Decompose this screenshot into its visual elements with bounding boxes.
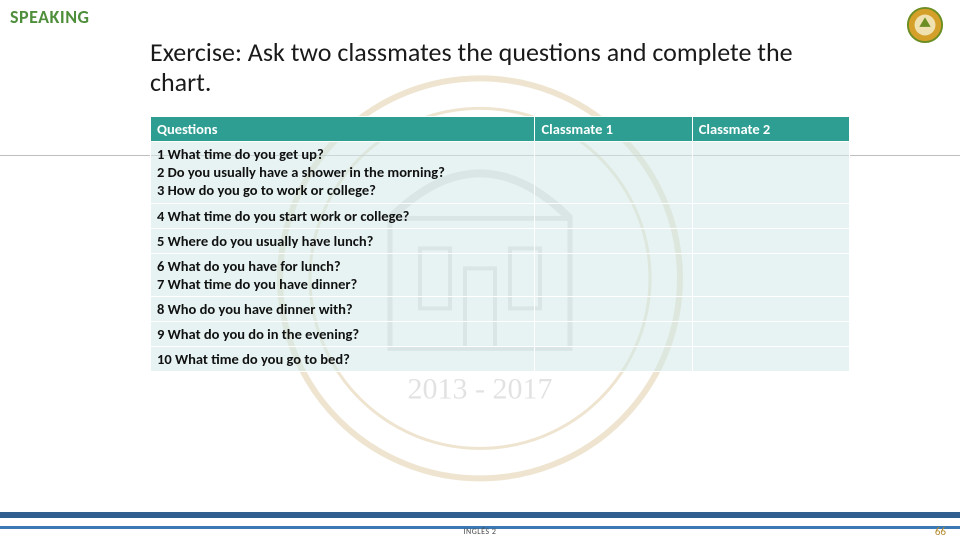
answer-cell[interactable] — [692, 297, 849, 322]
answer-cell[interactable] — [535, 203, 692, 228]
question-cell: 1 What time do you get up?2 Do you usual… — [151, 142, 535, 203]
table-row: 1 What time do you get up?2 Do you usual… — [151, 142, 850, 203]
question-cell: 4 What time do you start work or college… — [151, 203, 535, 228]
course-code: INGLÉS 2 — [464, 527, 497, 537]
slide: 2013 - 2017 SPEAKING Exercise: Ask two c… — [0, 0, 960, 540]
answer-cell[interactable] — [535, 347, 692, 372]
answer-cell[interactable] — [535, 228, 692, 253]
column-header: Classmate 2 — [692, 117, 849, 142]
answer-cell[interactable] — [535, 253, 692, 296]
answer-cell[interactable] — [692, 203, 849, 228]
table-row: 9 What do you do in the evening? — [151, 322, 850, 347]
footer-band — [0, 512, 960, 518]
answer-cell[interactable] — [692, 322, 849, 347]
answer-cell[interactable] — [535, 322, 692, 347]
question-cell: 9 What do you do in the evening? — [151, 322, 535, 347]
question-cell: 10 What time do you go to bed? — [151, 347, 535, 372]
question-cell: 8 Who do you have dinner with? — [151, 297, 535, 322]
answer-cell[interactable] — [692, 347, 849, 372]
university-logo-icon — [906, 6, 944, 44]
answer-cell[interactable] — [535, 142, 692, 203]
question-cell: 5 Where do you usually have lunch? — [151, 228, 535, 253]
table-row: 10 What time do you go to bed? — [151, 347, 850, 372]
answer-cell[interactable] — [692, 253, 849, 296]
table-row: 8 Who do you have dinner with? — [151, 297, 850, 322]
exercise-title: Exercise: Ask two classmates the questio… — [150, 38, 830, 98]
question-cell: 6 What do you have for lunch?7 What time… — [151, 253, 535, 296]
page-number: 66 — [935, 525, 946, 538]
answer-cell[interactable] — [692, 228, 849, 253]
svg-text:2013 - 2017: 2013 - 2017 — [408, 372, 553, 405]
table-row: 6 What do you have for lunch?7 What time… — [151, 253, 850, 296]
table-header-row: QuestionsClassmate 1Classmate 2 — [151, 117, 850, 142]
table-row: 4 What time do you start work or college… — [151, 203, 850, 228]
answer-cell[interactable] — [535, 297, 692, 322]
questions-table: QuestionsClassmate 1Classmate 21 What ti… — [150, 116, 850, 372]
table-row: 5 Where do you usually have lunch? — [151, 228, 850, 253]
column-header: Questions — [151, 117, 535, 142]
column-header: Classmate 1 — [535, 117, 692, 142]
answer-cell[interactable] — [692, 142, 849, 203]
section-label: SPEAKING — [10, 6, 90, 28]
